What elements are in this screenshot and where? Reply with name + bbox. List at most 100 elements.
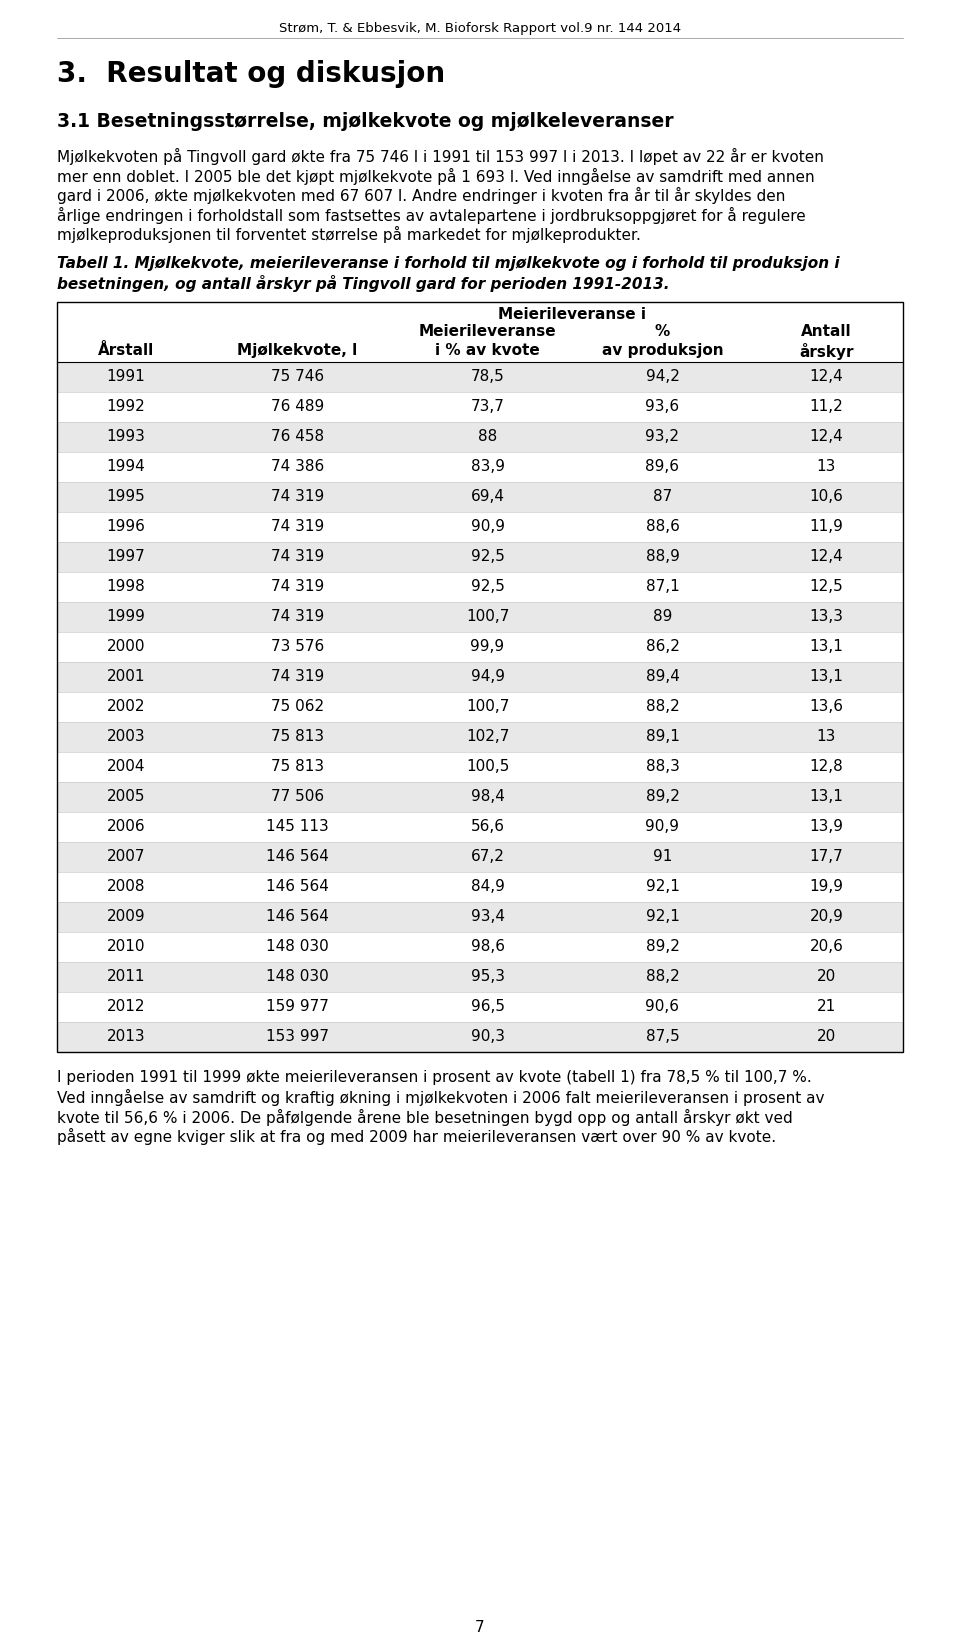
- Text: 75 813: 75 813: [271, 729, 324, 744]
- Text: 12,4: 12,4: [809, 429, 844, 443]
- Text: 12,8: 12,8: [809, 759, 844, 773]
- Text: 2005: 2005: [107, 788, 145, 803]
- Text: 98,6: 98,6: [470, 939, 505, 954]
- Text: 91: 91: [653, 849, 672, 864]
- Text: 100,7: 100,7: [466, 698, 509, 714]
- Bar: [57, 782, 903, 811]
- Text: 93,6: 93,6: [645, 399, 680, 414]
- Text: 76 489: 76 489: [271, 399, 324, 414]
- Text: 2004: 2004: [107, 759, 145, 773]
- Text: 88,9: 88,9: [645, 548, 680, 563]
- Text: 2008: 2008: [107, 878, 145, 893]
- Text: 95,3: 95,3: [470, 969, 505, 984]
- Text: 1998: 1998: [107, 578, 145, 593]
- Bar: [57, 931, 903, 962]
- Text: årlige endringen i forholdstall som fastsettes av avtalepartene i jordbruksoppgj: årlige endringen i forholdstall som fast…: [57, 207, 805, 223]
- Text: 74 319: 74 319: [271, 489, 324, 504]
- Text: 90,9: 90,9: [645, 818, 680, 834]
- Text: i % av kvote: i % av kvote: [435, 343, 540, 358]
- Text: 73,7: 73,7: [470, 399, 504, 414]
- Text: 7: 7: [475, 1621, 485, 1635]
- Text: 88,2: 88,2: [646, 698, 680, 714]
- Text: 93,2: 93,2: [645, 429, 680, 443]
- Text: Antall: Antall: [802, 323, 852, 338]
- Text: 75 813: 75 813: [271, 759, 324, 773]
- Text: 89,2: 89,2: [645, 788, 680, 803]
- Text: 78,5: 78,5: [470, 368, 504, 384]
- Text: 12,4: 12,4: [809, 368, 844, 384]
- Bar: [57, 811, 903, 841]
- Text: 2001: 2001: [107, 668, 145, 683]
- Bar: [57, 992, 903, 1021]
- Bar: [57, 962, 903, 992]
- Text: 159 977: 159 977: [266, 998, 329, 1013]
- Bar: [57, 691, 903, 721]
- Text: 90,3: 90,3: [470, 1028, 505, 1044]
- Text: 148 030: 148 030: [266, 939, 329, 954]
- Text: 89: 89: [653, 609, 672, 624]
- Text: 2000: 2000: [107, 639, 145, 654]
- Text: Strøm, T. & Ebbesvik, M. Bioforsk Rapport vol.9 nr. 144 2014: Strøm, T. & Ebbesvik, M. Bioforsk Rappor…: [279, 21, 681, 34]
- Text: 73 576: 73 576: [271, 639, 324, 654]
- Bar: [57, 901, 903, 931]
- Text: 20: 20: [817, 969, 836, 984]
- Text: 74 319: 74 319: [271, 548, 324, 563]
- Text: 21: 21: [817, 998, 836, 1013]
- Text: 20: 20: [817, 1028, 836, 1044]
- Text: 1995: 1995: [107, 489, 145, 504]
- Text: 1994: 1994: [107, 458, 145, 473]
- Bar: [57, 662, 903, 691]
- Text: 102,7: 102,7: [466, 729, 509, 744]
- Text: 12,5: 12,5: [809, 578, 844, 593]
- Text: 100,5: 100,5: [466, 759, 509, 773]
- Bar: [57, 542, 903, 571]
- Text: 11,9: 11,9: [809, 519, 844, 534]
- Text: 2011: 2011: [107, 969, 145, 984]
- Text: 90,6: 90,6: [645, 998, 680, 1013]
- Text: 13,1: 13,1: [809, 668, 844, 683]
- Text: 89,4: 89,4: [645, 668, 680, 683]
- Text: 2012: 2012: [107, 998, 145, 1013]
- Bar: [57, 752, 903, 782]
- Text: av produksjon: av produksjon: [602, 343, 723, 358]
- Text: 88,6: 88,6: [645, 519, 680, 534]
- Text: 86,2: 86,2: [645, 639, 680, 654]
- Text: 67,2: 67,2: [470, 849, 504, 864]
- Text: 75 746: 75 746: [271, 368, 324, 384]
- Text: 98,4: 98,4: [470, 788, 504, 803]
- Bar: [57, 512, 903, 542]
- Text: 87: 87: [653, 489, 672, 504]
- Text: %: %: [655, 323, 670, 338]
- Text: 3.  Resultat og diskusjon: 3. Resultat og diskusjon: [57, 61, 445, 89]
- Text: 75 062: 75 062: [271, 698, 324, 714]
- Text: 88,3: 88,3: [645, 759, 680, 773]
- Text: 94,2: 94,2: [645, 368, 680, 384]
- Bar: [57, 1021, 903, 1051]
- Text: 89,2: 89,2: [645, 939, 680, 954]
- Text: 10,6: 10,6: [809, 489, 844, 504]
- Text: 77 506: 77 506: [271, 788, 324, 803]
- Text: 20,9: 20,9: [809, 908, 844, 923]
- Text: 93,4: 93,4: [470, 908, 505, 923]
- Text: 2006: 2006: [107, 818, 145, 834]
- Text: 84,9: 84,9: [470, 878, 504, 893]
- Text: 74 319: 74 319: [271, 609, 324, 624]
- Text: besetningen, og antall årskyr på Tingvoll gard for perioden 1991-2013.: besetningen, og antall årskyr på Tingvol…: [57, 274, 669, 292]
- Text: 92,5: 92,5: [470, 578, 504, 593]
- Text: 88: 88: [478, 429, 497, 443]
- Text: 92,1: 92,1: [645, 878, 680, 893]
- Text: mer enn doblet. I 2005 ble det kjøpt mjølkekvote på 1 693 l. Ved inngåelse av sa: mer enn doblet. I 2005 ble det kjøpt mjø…: [57, 167, 815, 184]
- Text: 13: 13: [817, 729, 836, 744]
- Text: 13,3: 13,3: [809, 609, 844, 624]
- Text: Mjølkekvoten på Tingvoll gard økte fra 75 746 l i 1991 til 153 997 l i 2013. I l: Mjølkekvoten på Tingvoll gard økte fra 7…: [57, 148, 824, 164]
- Text: 153 997: 153 997: [266, 1028, 329, 1044]
- Text: 89,6: 89,6: [645, 458, 680, 473]
- Text: 74 319: 74 319: [271, 668, 324, 683]
- Text: 3.1 Besetningsstørrelse, mjølkekvote og mjølkeleveranser: 3.1 Besetningsstørrelse, mjølkekvote og …: [57, 112, 674, 131]
- Text: 12,4: 12,4: [809, 548, 844, 563]
- Text: 2003: 2003: [107, 729, 145, 744]
- Text: 74 319: 74 319: [271, 519, 324, 534]
- Text: 88,2: 88,2: [646, 969, 680, 984]
- Text: 1996: 1996: [107, 519, 145, 534]
- Bar: [57, 481, 903, 512]
